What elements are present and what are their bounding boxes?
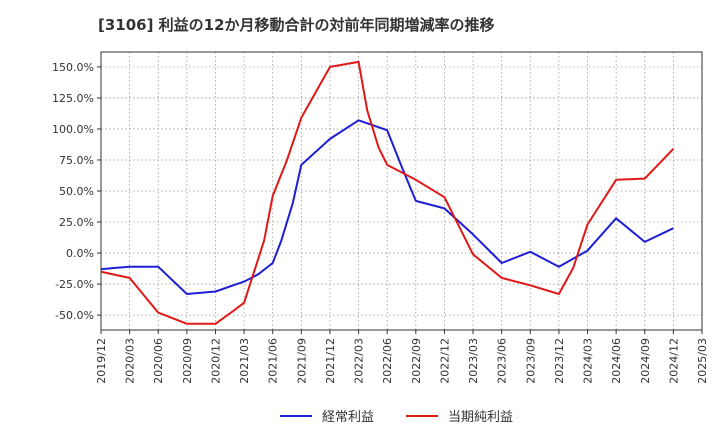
x-tick-label: 2023/12 (553, 338, 566, 384)
x-tick-label: 2019/12 (95, 338, 108, 384)
x-tick-label: 2021/09 (295, 338, 308, 384)
x-tick-label: 2023/06 (496, 338, 509, 384)
y-tick-label: 50.0% (59, 185, 94, 198)
x-tick-label: 2024/06 (610, 338, 623, 384)
x-tick-label: 2022/06 (381, 338, 394, 384)
x-tick-label: 2021/12 (324, 338, 337, 384)
x-tick-label: 2023/03 (467, 338, 480, 384)
x-tick-label: 2025/03 (696, 338, 709, 384)
y-tick-label: 0.0% (66, 247, 94, 260)
x-tick-label: 2020/12 (209, 338, 222, 384)
y-tick-label: 25.0% (59, 216, 94, 229)
series-layer (101, 60, 675, 325)
y-tick-label: 150.0% (52, 61, 94, 74)
x-tick-label: 2021/03 (238, 338, 251, 384)
y-tick-label: 100.0% (52, 123, 94, 136)
x-tick-label: 2022/03 (353, 338, 366, 384)
x-tick-label: 2020/06 (152, 338, 165, 384)
x-tick-label: 2022/09 (410, 338, 423, 384)
legend-layer: 経常利益 当期純利益 (280, 410, 513, 425)
x-tick-label: 2023/09 (524, 338, 537, 384)
x-tick-label: 2021/06 (267, 338, 280, 384)
x-tick-label: 2024/09 (639, 338, 652, 384)
series-line-1 (101, 119, 674, 295)
tick-layer: 2019/12 2020/03 2020/06 2020/09 2020/12 2021/… (52, 51, 709, 384)
y-tick-label: -25.0% (55, 278, 94, 291)
x-tick-label: 2020/03 (124, 338, 137, 384)
x-tick-label: 2022/12 (438, 338, 451, 384)
x-tick-label: 2024/12 (667, 338, 680, 384)
grid-layer (101, 52, 702, 330)
x-tick-label: 2024/03 (582, 338, 595, 384)
x-tick-label: 2020/09 (181, 338, 194, 384)
y-tick-label: -50.0% (55, 309, 94, 322)
chart-title: [3106] 利益の12か月移動合計の対前年同期増減率の推移 (98, 16, 495, 34)
y-tick-label: 75.0% (59, 154, 94, 167)
series-line-2 (101, 60, 675, 325)
plot-frame (100, 51, 703, 331)
legend-label-2: 当期純利益 (448, 410, 513, 425)
y-tick-label: 125.0% (52, 92, 94, 105)
legend-label-1: 経常利益 (322, 410, 374, 425)
